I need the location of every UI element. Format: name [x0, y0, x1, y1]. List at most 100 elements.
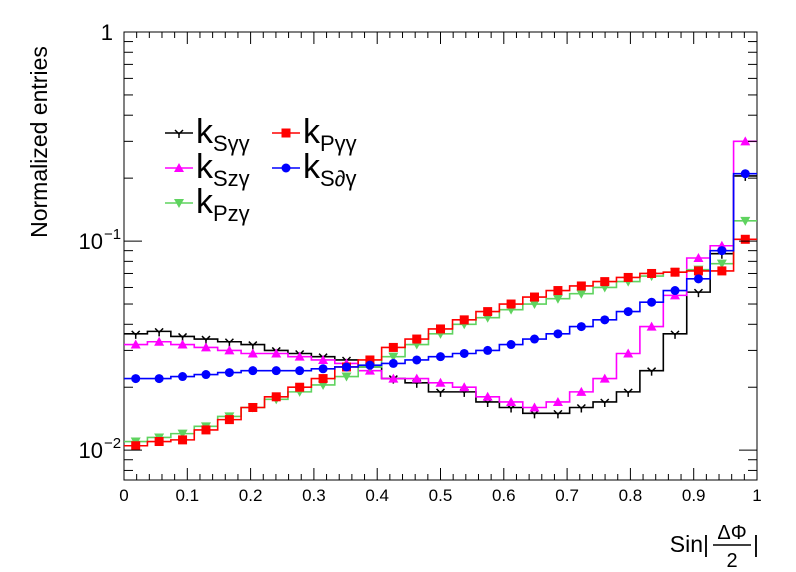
data-point-k-p--25: [717, 266, 727, 276]
data-point-k-s--13-b: [439, 388, 446, 394]
data-point-k-s--8: [318, 364, 328, 374]
data-point-k-pz--2: [177, 429, 188, 439]
data-point-k-s--26: [740, 169, 750, 179]
legend-label-subscript: Sγγ: [213, 131, 250, 156]
data-point-k-s--17: [529, 409, 540, 419]
data-point-k-s--13-a: [435, 388, 442, 394]
x-tick-label: 0.8: [619, 486, 643, 505]
data-point-k-s--18-a: [553, 409, 559, 415]
data-point-k-s--15: [483, 345, 493, 355]
data-point-k-sz--18: [552, 396, 563, 406]
legend-marker-a: [174, 129, 180, 135]
legend-label-main: k: [303, 148, 321, 186]
data-point-k-pz--25: [716, 259, 727, 269]
data-point-k-s--11: [388, 358, 398, 368]
data-point-k-s--0-a: [131, 330, 137, 336]
data-point-k-sz--16: [506, 396, 517, 406]
y-tick-label: 1: [101, 20, 113, 45]
x-tick-label: 0.6: [492, 486, 516, 505]
data-point-k-sz--2: [177, 339, 188, 349]
data-point-k-s--1: [154, 327, 164, 337]
data-point-k-s--9: [341, 362, 351, 372]
data-point-k-s--3: [201, 370, 211, 380]
data-point-k-p--6: [271, 392, 281, 402]
legend-marker: [174, 199, 184, 208]
data-point-k-p--15: [483, 307, 493, 317]
data-point-k-pz--11: [388, 352, 399, 362]
data-point-k-s--18: [553, 329, 563, 339]
x-tick-label: 0.9: [682, 486, 706, 505]
data-point-k-s--10: [365, 360, 375, 370]
data-point-k-s--17: [530, 334, 540, 344]
data-point-k-sz--7: [294, 351, 305, 361]
data-point-k-p--22: [647, 268, 657, 278]
data-point-k-sz--15: [482, 391, 493, 401]
data-point-k-s--19-a: [576, 403, 582, 410]
data-point-k-s--23: [670, 286, 680, 296]
data-point-k-pz--17: [529, 300, 540, 310]
data-point-k-sz--19: [576, 386, 587, 396]
plot-frame: [123, 31, 758, 481]
data-point-k-s--24-a: [693, 288, 699, 294]
data-point-k-sz--6: [271, 348, 282, 358]
legend-label: kSzγ: [196, 148, 250, 191]
legend-marker: [174, 163, 184, 172]
data-point-k-s--4-b: [228, 338, 234, 344]
data-point-k-p--1: [154, 437, 164, 447]
data-point-k-s--23-b: [674, 330, 680, 336]
y-tick-label-base: 1: [101, 20, 113, 45]
data-point-k-s--2-b: [182, 332, 188, 338]
data-point-k-p--20: [600, 277, 610, 287]
data-point-k-s--22: [647, 367, 657, 376]
data-point-k-p--16: [506, 299, 516, 309]
data-point-k-p--14: [459, 315, 469, 325]
data-point-k-s--3-a: [201, 335, 207, 341]
data-point-k-s--19: [576, 403, 586, 413]
series-k-s-: [124, 169, 757, 384]
legend-marker: [174, 129, 184, 138]
data-point-k-s--16: [506, 340, 516, 350]
data-point-k-s--21: [623, 307, 633, 317]
data-point-k-s--0: [131, 330, 141, 339]
data-point-k-s--23: [670, 330, 680, 339]
legend-entry-k-p-: kPγγ: [272, 113, 357, 156]
data-point-k-sz--4: [224, 345, 235, 355]
series-k-sz-: [124, 136, 757, 412]
legend-label: kPγγ: [303, 113, 357, 156]
data-point-k-s--0-b: [135, 330, 141, 336]
x-axis-title-prefix: Sin|: [670, 531, 709, 557]
data-point-k-s--22: [647, 297, 657, 307]
data-point-k-s--1: [154, 374, 164, 384]
data-point-k-sz--26: [740, 136, 751, 146]
y-tick-label: 10: [79, 229, 103, 254]
data-point-k-s--18: [553, 409, 563, 419]
legend-label-main: k: [196, 148, 214, 186]
data-point-k-p--7: [295, 382, 305, 392]
legend-entry-k-pz-: kPzγ: [165, 183, 250, 226]
data-point-k-sz--8: [318, 354, 329, 364]
data-point-k-s--2-a: [178, 332, 184, 338]
data-point-k-pz--19: [576, 289, 587, 299]
data-point-k-sz--3: [200, 342, 211, 352]
data-point-k-s--2: [178, 372, 188, 382]
data-point-k-sz--21: [623, 348, 634, 358]
data-point-k-s--3-b: [205, 335, 211, 341]
x-tick-label: 0.4: [365, 486, 389, 505]
data-point-k-s--5: [248, 341, 258, 350]
legend-label: kPzγ: [196, 183, 250, 226]
data-point-k-s--6: [271, 366, 281, 376]
data-point-k-s--21: [623, 388, 633, 397]
data-point-k-s--24: [693, 288, 703, 298]
y-tick-label-exponent: −2: [104, 435, 121, 452]
legend-label-subscript: S∂γ: [320, 166, 357, 191]
data-point-k-p--12: [412, 334, 422, 344]
data-point-k-s--0: [131, 374, 141, 384]
legend-label-subscript: Pγγ: [320, 131, 357, 156]
x-tick-label: 0.5: [429, 486, 453, 505]
x-axis-title-numerator: ΔΦ: [717, 522, 746, 544]
data-point-k-s--13: [435, 388, 446, 397]
data-point-k-s--18-b: [557, 409, 563, 415]
data-point-k-p--5: [248, 402, 258, 412]
data-point-k-p--24: [693, 266, 703, 276]
